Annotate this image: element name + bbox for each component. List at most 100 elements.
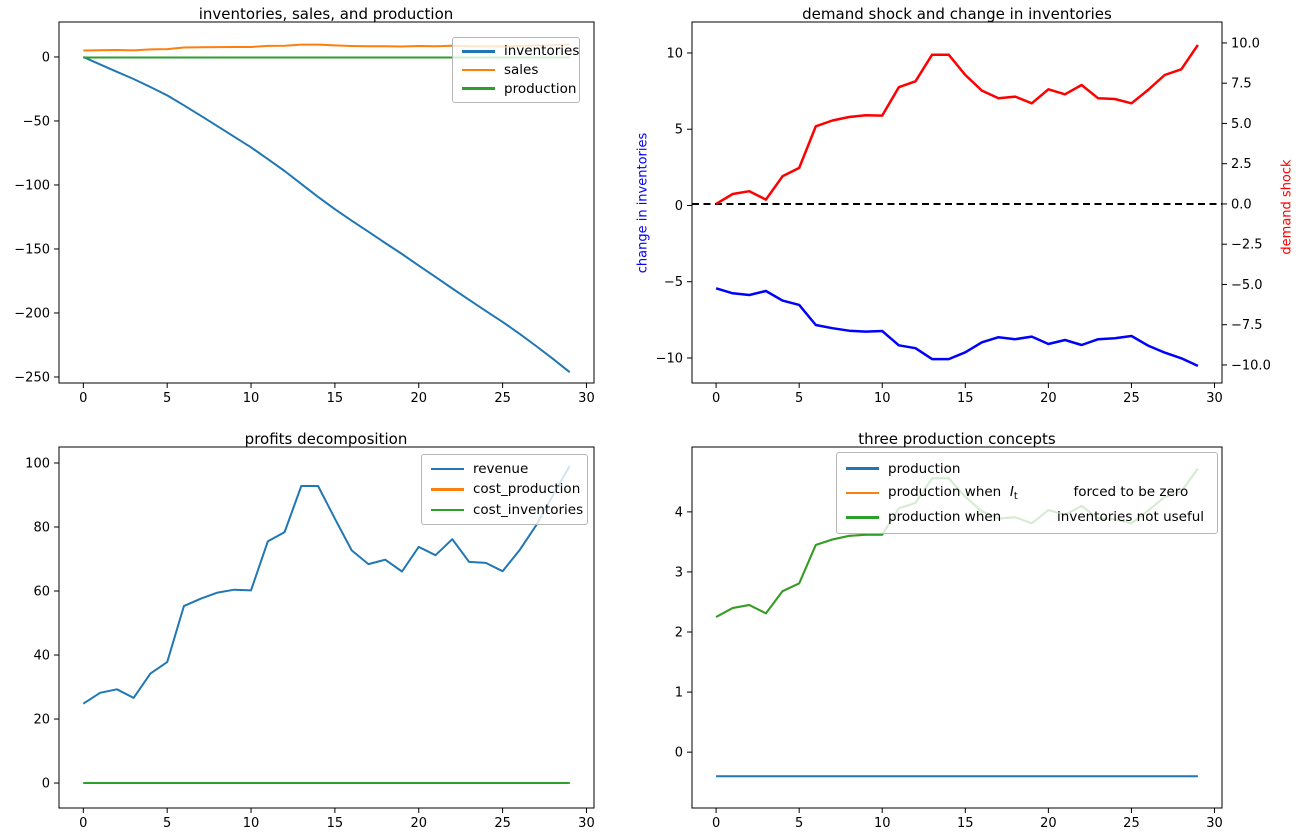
legend-line-swatch	[462, 68, 495, 72]
y-tick-label: −5.0	[1231, 278, 1263, 293]
legend-item: production when inventories not useful	[846, 509, 1208, 525]
legend-item: production when It forced to be zero	[846, 484, 1208, 502]
x-tick-label: 0	[712, 816, 720, 831]
y-tick-label: 60	[33, 585, 50, 600]
legend-item: cost_inventories	[431, 502, 583, 518]
x-tick-label: 10	[874, 391, 891, 406]
legend-item: sales	[462, 62, 570, 78]
x-tick-label: 30	[578, 391, 595, 406]
chart-title-profits-decomposition: profits decomposition	[244, 430, 408, 448]
chart-title-three-production-concepts: three production concepts	[858, 430, 1056, 448]
x-tick-label: 0	[79, 816, 87, 831]
legend-line-swatch	[431, 467, 464, 471]
legend-label: production when It forced to be zero	[888, 483, 1189, 502]
y-tick-label: 100	[25, 457, 50, 472]
x-tick-label: 15	[957, 391, 974, 406]
x-tick-label: 20	[1040, 816, 1057, 831]
change-in-inventories-line	[715, 287, 1199, 368]
legend-label: production	[888, 460, 961, 477]
x-tick-label: 5	[163, 816, 171, 831]
x-tick-label: 30	[578, 816, 595, 831]
legend-label: production	[504, 80, 577, 97]
y-tick-label: 0	[42, 50, 50, 65]
x-tick-label: 10	[243, 391, 260, 406]
y-tick-label: 10	[666, 46, 683, 61]
x-tick-label: 25	[494, 816, 511, 831]
x-tick-label: 10	[243, 816, 260, 831]
y-tick-label: −10	[656, 351, 683, 366]
y-tick-label: 5.0	[1231, 117, 1252, 132]
y-tick-label: −250	[14, 370, 50, 385]
demand-shock-line	[715, 44, 1199, 205]
axes-spines	[58, 446, 595, 809]
x-tick-label: 30	[1206, 391, 1223, 406]
x-tick-label: 15	[327, 391, 344, 406]
y-tick-label: 4	[675, 505, 683, 520]
x-tick-label: 5	[795, 816, 803, 831]
legend-line-swatch	[846, 491, 879, 495]
y-tick-label: 40	[33, 649, 50, 664]
x-tick-label: 30	[1206, 816, 1223, 831]
revenue-line	[82, 465, 571, 705]
axes-spines	[58, 21, 595, 384]
legend-label: sales	[504, 61, 539, 78]
chart-title-inventories-sales-production: inventories, sales, and production	[198, 5, 454, 23]
x-tick-label: 25	[1123, 391, 1140, 406]
y-tick-label: 1	[675, 686, 683, 701]
x-tick-label: 25	[1123, 816, 1140, 831]
y-tick-label: −100	[14, 178, 50, 193]
y-tick-label: 0	[675, 746, 683, 761]
x-tick-label: 20	[410, 816, 427, 831]
y-tick-label: −200	[14, 306, 50, 321]
legend-item: cost_production	[431, 481, 581, 498]
x-tick-label: 10	[874, 816, 891, 831]
legend-three-production-concepts: production production when It forced to b…	[836, 452, 1218, 534]
legend-label: cost_production	[473, 481, 581, 498]
legend-item: production	[462, 81, 577, 97]
legend-item: revenue	[431, 461, 578, 477]
y-tick-label: 0	[675, 199, 683, 214]
legend-label: cost_inventories	[473, 501, 584, 518]
y-tick-label: −5	[664, 275, 683, 290]
x-tick-label: 0	[79, 391, 87, 406]
y-tick-label: −50	[23, 114, 50, 129]
x-tick-label: 15	[957, 816, 974, 831]
chart-title-demand-shock: demand shock and change in inventories	[802, 5, 1112, 23]
y-tick-label: 10.0	[1231, 36, 1260, 51]
legend-label: revenue	[473, 461, 529, 478]
legend-item: inventories	[462, 43, 579, 59]
legend-line-swatch	[431, 488, 464, 491]
y-tick-label: 5	[675, 123, 683, 138]
right-axis-label: demand shock	[1279, 159, 1295, 255]
y-tick-label: 7.5	[1231, 77, 1252, 92]
x-tick-label: 25	[494, 391, 511, 406]
left-axis-label: change in inventories	[635, 132, 651, 274]
legend-line-swatch	[846, 467, 879, 470]
legend-profits-decomposition: revenue cost_production cost_inventories	[421, 454, 588, 525]
legend-line-swatch	[846, 516, 879, 519]
y-tick-label: 20	[33, 713, 50, 728]
x-tick-label: 15	[327, 816, 344, 831]
y-tick-label: −7.5	[1231, 318, 1263, 333]
x-tick-label: 0	[712, 391, 720, 406]
legend-line-swatch	[462, 50, 495, 53]
x-tick-label: 5	[795, 391, 803, 406]
legend-inventories-sales-production: inventories sales production	[452, 37, 580, 103]
axes-spines	[691, 21, 1223, 384]
y-tick-label: −10.0	[1231, 358, 1271, 373]
y-tick-label: −2.5	[1231, 238, 1263, 253]
y-tick-label: 3	[675, 565, 683, 580]
y-tick-label: 0	[42, 777, 50, 792]
inventories-line	[82, 55, 571, 373]
legend-line-swatch	[431, 508, 464, 512]
y-tick-label: −150	[14, 242, 50, 257]
y-tick-label: 2.5	[1231, 157, 1252, 172]
y-tick-label: 80	[33, 521, 50, 536]
y-tick-label: 2	[675, 626, 683, 641]
x-tick-label: 5	[163, 391, 171, 406]
x-tick-label: 20	[410, 391, 427, 406]
legend-label: production when inventories not useful	[888, 509, 1205, 526]
y-tick-label: 0.0	[1231, 197, 1252, 212]
